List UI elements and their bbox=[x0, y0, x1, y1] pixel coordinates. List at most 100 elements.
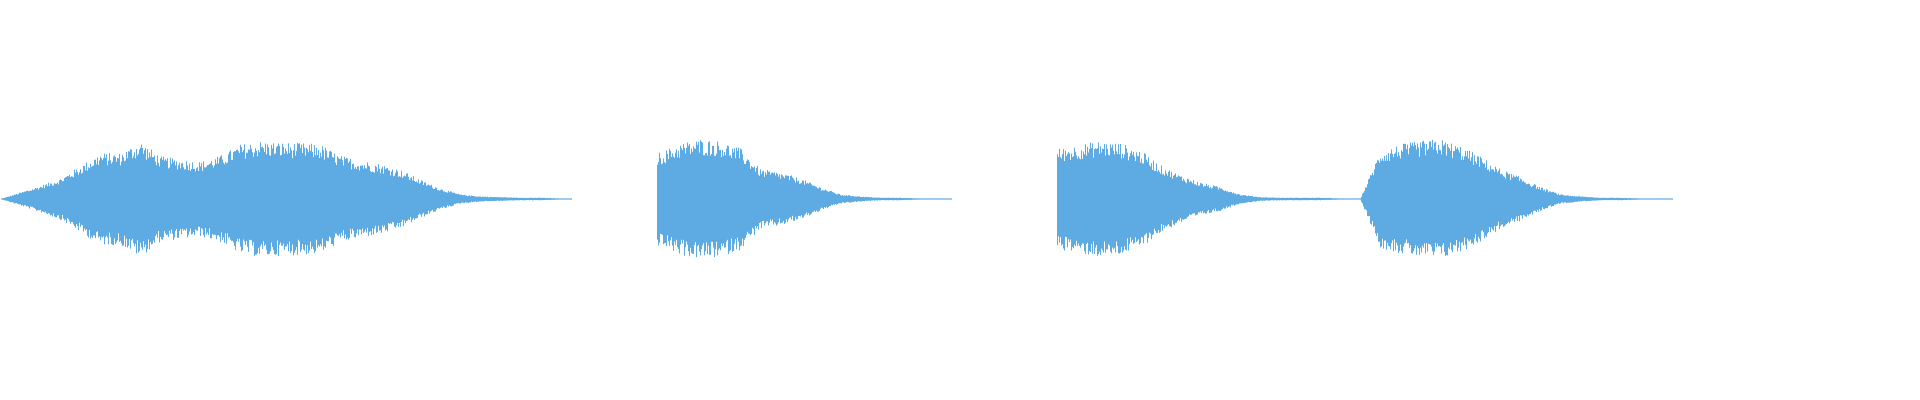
waveform-sample bbox=[1445, 142, 1446, 256]
waveform-sample bbox=[933, 198, 934, 200]
waveform-sample bbox=[731, 157, 732, 239]
waveform-sample bbox=[1598, 197, 1599, 201]
waveform-sample bbox=[1092, 143, 1093, 254]
waveform-sample bbox=[333, 157, 334, 247]
waveform-sample bbox=[753, 167, 754, 229]
waveform-sample bbox=[708, 142, 709, 246]
waveform-sample bbox=[81, 173, 82, 225]
waveform-sample bbox=[1143, 163, 1144, 244]
waveform-sample bbox=[689, 143, 690, 257]
waveform-sample bbox=[1272, 197, 1273, 201]
waveform-sample bbox=[1269, 197, 1270, 201]
waveform-sample bbox=[1371, 175, 1372, 225]
waveform-sample bbox=[514, 197, 515, 201]
waveform-sample bbox=[1670, 198, 1671, 200]
waveform-sample bbox=[1197, 182, 1198, 215]
waveform-sample bbox=[160, 158, 161, 237]
waveform-sample bbox=[358, 166, 359, 236]
waveform-sample bbox=[447, 192, 448, 206]
waveform-sample bbox=[56, 183, 57, 218]
waveform-sample bbox=[365, 168, 366, 230]
waveform-sample bbox=[402, 177, 403, 220]
waveform-sample bbox=[839, 194, 840, 204]
waveform-sample bbox=[1346, 198, 1347, 200]
waveform-sample bbox=[1395, 152, 1396, 251]
waveform-sample bbox=[486, 197, 487, 202]
waveform-sample bbox=[1218, 189, 1219, 211]
waveform-sample bbox=[1264, 197, 1265, 201]
waveform-sample bbox=[1531, 186, 1532, 213]
waveform-sample bbox=[1058, 157, 1059, 237]
waveform-sample bbox=[462, 195, 463, 203]
waveform-sample bbox=[1591, 197, 1592, 201]
waveform-sample bbox=[372, 171, 373, 229]
waveform-sample bbox=[1240, 195, 1241, 204]
waveform-sample bbox=[128, 151, 129, 246]
waveform-sample bbox=[480, 196, 481, 202]
waveform-sample bbox=[1309, 197, 1310, 201]
waveform-sample bbox=[1492, 169, 1493, 230]
waveform-sample bbox=[825, 189, 826, 209]
waveform-sample bbox=[1399, 155, 1400, 251]
waveform-sample bbox=[1223, 190, 1224, 208]
waveform-sample bbox=[243, 150, 244, 240]
waveform-sample bbox=[78, 174, 79, 231]
waveform-sample bbox=[1155, 171, 1156, 232]
waveform-sample bbox=[341, 156, 342, 233]
waveform-sample bbox=[104, 153, 105, 245]
waveform-sample bbox=[1226, 191, 1227, 207]
waveform-sample bbox=[690, 154, 691, 248]
waveform-sample bbox=[1461, 159, 1462, 243]
waveform-sample bbox=[1643, 198, 1644, 200]
waveform-sample bbox=[806, 183, 807, 213]
waveform-sample bbox=[1141, 158, 1142, 237]
waveform-sample bbox=[479, 196, 480, 202]
waveform-sample bbox=[79, 172, 80, 223]
waveform-sample bbox=[556, 198, 557, 200]
waveform-sample bbox=[211, 160, 212, 239]
waveform-sample bbox=[864, 197, 865, 202]
waveform-sample bbox=[1327, 197, 1328, 200]
waveform-sample bbox=[1352, 198, 1353, 200]
waveform-sample bbox=[412, 180, 413, 220]
waveform-sample bbox=[1164, 175, 1165, 229]
waveform-sample bbox=[1250, 195, 1251, 203]
waveform-sample bbox=[273, 143, 274, 251]
waveform-sample bbox=[688, 145, 689, 252]
waveform-sample bbox=[1504, 176, 1505, 227]
waveform-sample bbox=[336, 165, 337, 234]
waveform-sample bbox=[1621, 198, 1622, 201]
waveform-sample bbox=[1061, 158, 1062, 246]
waveform-sample bbox=[1551, 192, 1552, 207]
waveform-sample bbox=[1378, 160, 1379, 242]
waveform-sample bbox=[433, 188, 434, 212]
waveform-sample bbox=[134, 152, 135, 246]
waveform-sample bbox=[389, 170, 390, 224]
waveform-sample bbox=[205, 167, 206, 229]
waveform-sample bbox=[1387, 160, 1388, 243]
waveform-sample bbox=[385, 169, 386, 231]
waveform-sample bbox=[683, 143, 684, 241]
waveform-sample bbox=[1171, 171, 1172, 228]
waveform-sample bbox=[154, 155, 155, 243]
waveform-sample bbox=[1333, 198, 1334, 200]
waveform-sample bbox=[1563, 195, 1564, 204]
waveform-sample bbox=[1556, 193, 1557, 204]
waveform-sample bbox=[272, 148, 273, 248]
waveform-sample bbox=[397, 171, 398, 223]
waveform-sample bbox=[1059, 148, 1060, 243]
waveform-sample bbox=[1204, 185, 1205, 213]
waveform-sample bbox=[1625, 197, 1626, 201]
waveform-sample bbox=[814, 185, 815, 211]
waveform-sample bbox=[11, 196, 12, 203]
waveform-sample bbox=[1440, 150, 1441, 247]
waveform-sample bbox=[1283, 197, 1284, 201]
waveform-sample bbox=[82, 172, 83, 226]
waveform-sample bbox=[326, 150, 327, 241]
waveform-sample bbox=[746, 161, 747, 235]
waveform-sample bbox=[1466, 156, 1467, 250]
waveform-sample bbox=[1532, 186, 1533, 215]
waveform-sample bbox=[1280, 198, 1281, 201]
waveform-sample bbox=[757, 165, 758, 227]
waveform-sample bbox=[1452, 157, 1453, 253]
